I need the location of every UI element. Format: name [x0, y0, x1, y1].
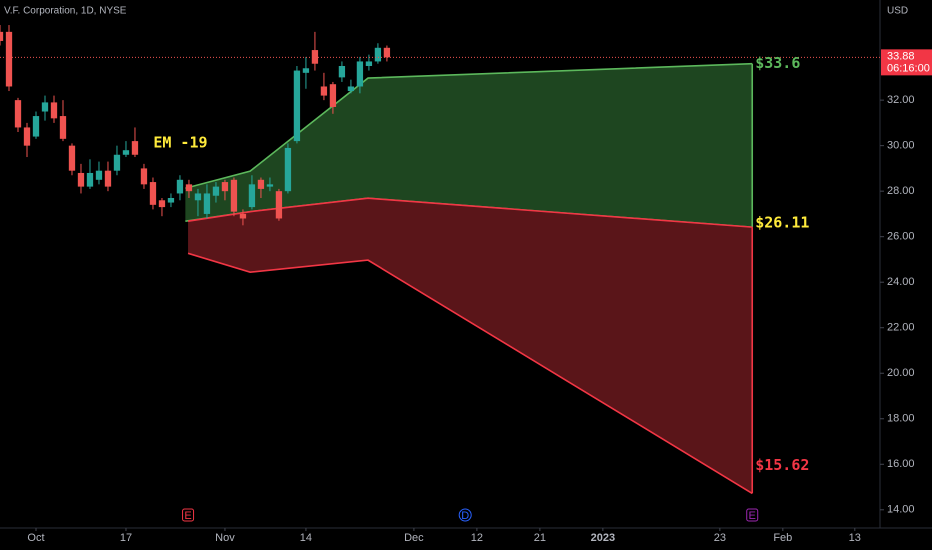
y-tick-label: 30.00	[887, 140, 915, 152]
y-tick-label: 26.00	[887, 231, 915, 243]
countdown: 06:16:00	[887, 62, 930, 74]
x-tick-label: 17	[120, 532, 132, 544]
y-tick-label: 18.00	[887, 413, 915, 425]
expected-move-line	[185, 62, 753, 189]
candle-body	[338, 66, 346, 78]
x-tick-label: Feb	[773, 532, 792, 544]
event-marker	[182, 508, 195, 522]
candle-body	[320, 86, 328, 96]
x-tick-label: 14	[300, 532, 312, 544]
candle-body	[176, 179, 184, 194]
candle-body	[347, 86, 355, 92]
y-tick-label: 32.00	[887, 94, 915, 106]
y-tick-label: 14.00	[887, 504, 915, 516]
candle-body	[374, 47, 382, 62]
last-price-label: 33.88	[887, 50, 915, 62]
candle-body	[59, 116, 67, 139]
x-tick-label: Oct	[27, 532, 44, 544]
candle-body	[77, 172, 85, 187]
expected-move-area	[188, 198, 753, 494]
candle-body	[50, 102, 58, 119]
candle-body	[32, 116, 40, 137]
candle-body	[14, 100, 22, 128]
candle-body	[329, 84, 337, 107]
candle-body	[203, 193, 211, 214]
candle-body	[149, 182, 157, 205]
candle-body	[68, 145, 76, 171]
x-tick-label: Nov	[215, 532, 235, 544]
candle-body	[5, 31, 13, 87]
candle-body	[284, 147, 292, 192]
candle-body	[95, 170, 103, 180]
y-tick-label: 28.00	[887, 185, 915, 197]
candle-body	[365, 61, 373, 66]
candle-body	[113, 154, 121, 171]
candle-body	[311, 50, 319, 64]
event-label: E	[749, 510, 756, 522]
y-tick-label: 24.00	[887, 276, 915, 288]
y-tick-label: 22.00	[887, 322, 915, 334]
x-tick-label: 23	[714, 532, 726, 544]
candle-body	[194, 193, 202, 201]
candle-body	[104, 170, 112, 187]
candle-body	[122, 150, 130, 155]
expected-move-line	[187, 197, 753, 228]
candle-body	[185, 184, 193, 192]
event-marker	[746, 508, 759, 522]
candle-body	[230, 179, 238, 212]
expected-move-line	[187, 252, 753, 495]
candle-body	[356, 61, 364, 87]
candle-body	[383, 47, 391, 58]
candle-body	[293, 70, 301, 142]
candle-body	[248, 184, 256, 208]
event-label: D	[461, 510, 469, 522]
annotation: $15.62	[755, 456, 809, 474]
currency: USD	[887, 6, 908, 17]
candle-body	[140, 168, 148, 185]
candle-body	[275, 191, 283, 219]
x-tick-label: 13	[849, 532, 861, 544]
x-tick-label: 21	[534, 532, 546, 544]
y-tick-label: 20.00	[887, 367, 915, 379]
candle-body	[86, 172, 94, 187]
candle-body	[266, 184, 274, 187]
candle-body	[239, 213, 247, 219]
candle-body	[167, 198, 175, 203]
candle-body	[131, 141, 139, 155]
event-label: E	[184, 510, 191, 522]
x-tick-label: 12	[471, 532, 483, 544]
candle-body	[23, 127, 31, 146]
annotation: EM -19	[153, 134, 207, 152]
candle-body	[158, 200, 166, 208]
x-tick-label: 2023	[591, 532, 615, 544]
annotation: $33.6	[755, 54, 800, 72]
candle-body	[0, 31, 4, 41]
candle-body	[257, 179, 265, 189]
candle-body	[302, 68, 310, 73]
candle-body	[212, 186, 220, 196]
event-marker	[458, 508, 472, 522]
candle-body	[221, 182, 229, 192]
y-tick-label: 16.00	[887, 458, 915, 470]
x-tick-label: Dec	[404, 532, 424, 544]
last-price-box	[881, 49, 932, 76]
chart-title: V.F. Corporation, 1D, NYSE	[4, 6, 127, 17]
expected-move-area	[185, 63, 753, 228]
annotation: $26.11	[755, 214, 809, 232]
candle-body	[41, 102, 49, 112]
